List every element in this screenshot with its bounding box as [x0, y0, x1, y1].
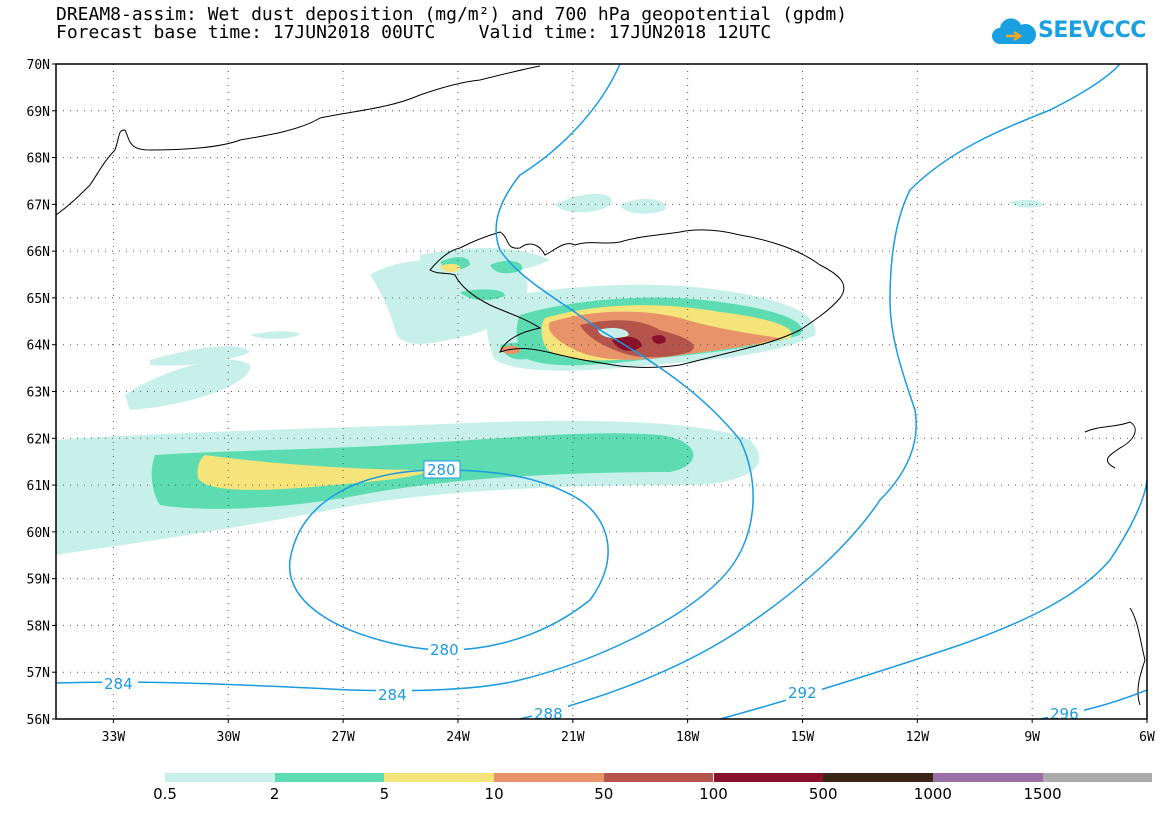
- lat-label: 63N: [27, 386, 50, 401]
- lat-label: 61N: [27, 479, 50, 494]
- lon-label: 30W: [217, 730, 241, 745]
- colorbar-label: 2: [269, 785, 280, 803]
- seevccc-logo: SEEVCCC: [990, 12, 1146, 52]
- longitude-labels: 33W 30W 27W 24W 21W 18W 15W 12W 9W 6W: [102, 730, 1155, 745]
- lon-label: 15W: [791, 730, 815, 745]
- lat-label: 70N: [27, 58, 50, 73]
- colorbar-label: 10: [484, 785, 504, 803]
- lon-label: 9W: [1024, 730, 1040, 745]
- lat-label: 62N: [27, 432, 50, 447]
- colorbar-swatch: [603, 773, 714, 782]
- lat-label: 68N: [27, 152, 50, 167]
- lat-label: 66N: [27, 245, 50, 260]
- contour-label: 284: [378, 686, 407, 704]
- lat-label: 69N: [27, 105, 50, 120]
- lat-label: 56N: [27, 713, 50, 728]
- colorbar-swatch: [165, 773, 275, 782]
- lat-label: 57N: [27, 666, 50, 681]
- colorbar-swatch: [384, 773, 495, 782]
- map-title: DREAM8-assim: Wet dust deposition (mg/m²…: [56, 4, 848, 25]
- colorbar-label: 100: [699, 785, 728, 803]
- dust-deposition-field: [56, 193, 1043, 555]
- contour-label: 296: [1050, 705, 1079, 723]
- colorbar-swatch: [713, 773, 824, 782]
- lon-label: 6W: [1139, 730, 1155, 745]
- lat-label: 58N: [27, 619, 50, 634]
- lon-label: 12W: [906, 730, 930, 745]
- lat-label: 60N: [27, 526, 50, 541]
- colorbar-label: 5: [379, 785, 390, 803]
- latitude-labels: 70N 69N 68N 67N 66N 65N 64N 63N 62N 61N 60N 59N 58N 5…: [27, 58, 50, 728]
- axis-ticks: [52, 63, 1148, 723]
- lon-label: 27W: [331, 730, 355, 745]
- lat-label: 67N: [27, 198, 50, 213]
- contour-label: 280: [430, 641, 459, 659]
- lat-label: 59N: [27, 573, 50, 588]
- geopotential-contours: [56, 64, 1147, 719]
- contour-label: 284: [104, 675, 133, 693]
- lon-label: 24W: [446, 730, 470, 745]
- logo-text: SEEVCCC: [1038, 18, 1146, 43]
- lon-label: 33W: [102, 730, 126, 745]
- colorbar-label: 500: [808, 785, 838, 803]
- colorbar-swatch: [1042, 773, 1153, 782]
- lat-lon-grid: [56, 64, 1147, 719]
- lat-label: 65N: [27, 292, 50, 307]
- colorbar-label: 0.5: [153, 785, 177, 803]
- colorbar-label: 1500: [1023, 785, 1062, 803]
- contour-label: 292: [788, 684, 817, 702]
- colorbar-swatch: [823, 773, 933, 782]
- lon-label: 18W: [676, 730, 700, 745]
- colorbar-swatch: [494, 773, 604, 782]
- colorbar-swatch: [932, 773, 1043, 782]
- lat-label: 64N: [27, 339, 50, 354]
- contour-label: 280: [427, 461, 456, 479]
- contour-label: 288: [534, 705, 563, 723]
- contour-labels: 280 280 284 284 288 292 296: [102, 460, 1084, 723]
- lon-label: 21W: [561, 730, 585, 745]
- colorbar-swatch: [274, 773, 385, 782]
- coastlines: [56, 65, 1146, 706]
- colorbar-label: 50: [594, 785, 614, 803]
- cloud-icon: [992, 18, 1037, 44]
- map-frame: [55, 63, 1148, 720]
- map-subtitle: Forecast base time: 17JUN2018 00UTC Vali…: [56, 22, 772, 43]
- colorbar-label: 1000: [913, 785, 952, 803]
